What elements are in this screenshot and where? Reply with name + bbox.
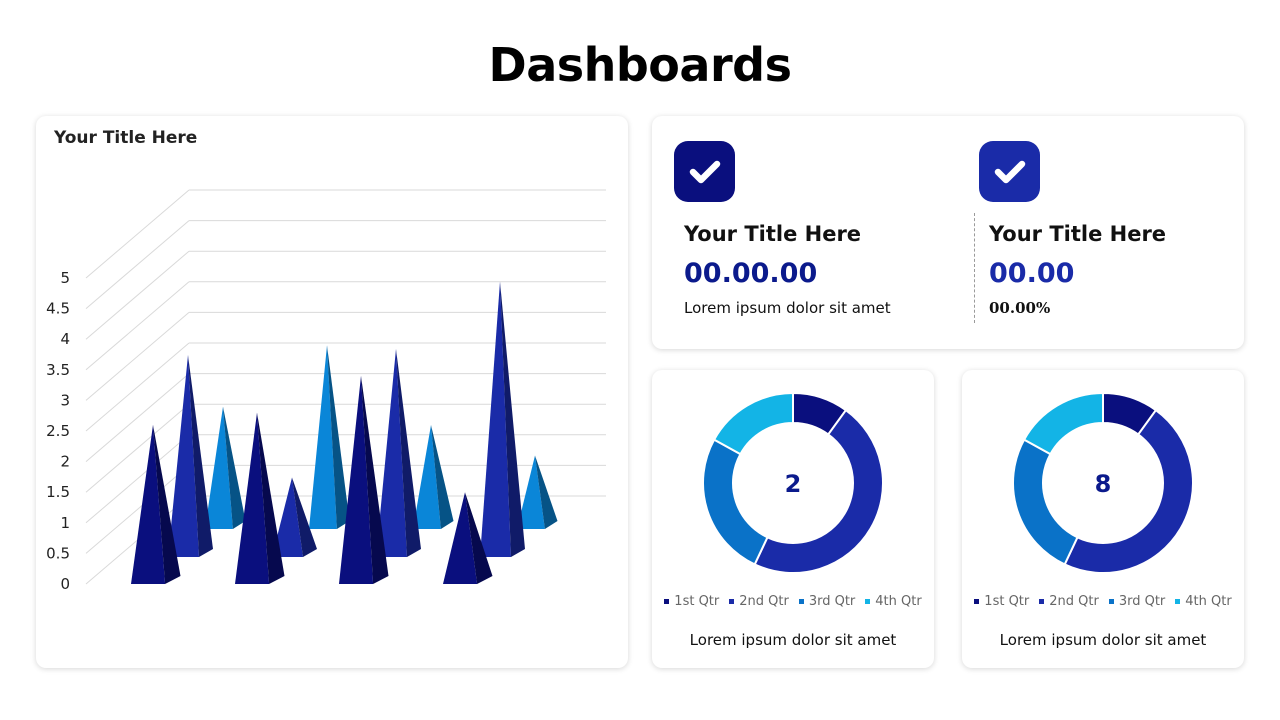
pyramid-bar: [272, 477, 317, 557]
donut-chart-right: [1012, 392, 1194, 574]
legend-swatch: [1039, 599, 1045, 604]
legend-label: 1st Qtr: [984, 594, 1030, 609]
donut-chart-left: [702, 392, 884, 574]
legend-label: 2nd Qtr: [1049, 594, 1099, 609]
donut-caption-left: Lorem ipsum dolor sit amet: [689, 631, 897, 649]
legend-label: 3rd Qtr: [808, 594, 856, 609]
pyramid-bar: [205, 406, 246, 529]
legend-swatch: [1108, 599, 1114, 604]
donut-slice: [1022, 392, 1104, 456]
kpi-right-subtitle: 00.00%: [989, 299, 1051, 317]
pyramid-chart-card: 0 0.5 1 1.5 2 2.5 3 3.5 4 4.5 5 Your Title Here: [36, 116, 628, 668]
pyramid-bar: [480, 281, 525, 557]
y-tick-label: 1: [60, 514, 70, 532]
donut-slice: [1012, 438, 1079, 566]
check-icon: [979, 141, 1040, 202]
donut-legend-left: 1st Qtr 2nd Qtr 3rd Qtr 4th Qtr: [652, 594, 934, 609]
donut-slice: [753, 408, 884, 574]
kpi-divider: [974, 213, 975, 323]
y-tick-label: 3: [60, 391, 70, 409]
kpi-left-value: 00.00.00: [684, 258, 818, 289]
pyramid-bar: [131, 424, 181, 584]
legend-label: 4th Qtr: [875, 594, 922, 609]
y-tick-label: 0: [60, 575, 70, 593]
legend-swatch: [798, 599, 804, 604]
y-tick-label: 2: [60, 453, 70, 471]
y-tick-label: 4: [60, 330, 70, 348]
kpi-right-value: 00.00: [989, 258, 1075, 289]
legend-item: 2nd Qtr: [729, 594, 789, 609]
legend-label: 2nd Qtr: [739, 594, 789, 609]
pyramid-bar: [443, 492, 493, 584]
donut-slice: [712, 392, 794, 456]
page-title: Dashboards: [488, 38, 792, 92]
pyramid-bar: [413, 424, 454, 529]
donut-slice: [702, 438, 769, 566]
kpi-left: Your Title Here 00.00.00 Lorem ipsum dol…: [674, 116, 944, 349]
kpi-right: Your Title Here 00.00 00.00%: [979, 116, 1249, 349]
check-icon: [674, 141, 735, 202]
legend-swatch: [974, 599, 980, 604]
y-tick-label: 5: [60, 269, 70, 287]
legend-item: 2nd Qtr: [1039, 594, 1099, 609]
donut-legend-right: 1st Qtr 2nd Qtr 3rd Qtr 4th Qtr: [962, 594, 1244, 609]
legend-item: 4th Qtr: [865, 594, 922, 609]
legend-label: 3rd Qtr: [1118, 594, 1166, 609]
pyramid-bar: [339, 375, 389, 584]
chart-title: Your Title Here: [54, 128, 198, 148]
pyramid-chart: 0 0.5 1 1.5 2 2.5 3 3.5 4 4.5 5: [46, 189, 606, 593]
kpi-card: Your Title Here 00.00.00 Lorem ipsum dol…: [652, 116, 1244, 349]
legend-label: 1st Qtr: [674, 594, 720, 609]
legend-item: 3rd Qtr: [1108, 594, 1166, 609]
pyramid-bar: [309, 345, 350, 529]
donut-card-left: 2 1st Qtr 2nd Qtr 3rd Qtr 4th Qtr Lorem ips…: [652, 370, 934, 668]
pyramid-bar: [517, 455, 558, 529]
legend-swatch: [865, 599, 871, 604]
pyramid-bar: [168, 355, 213, 557]
y-tick-label: 2.5: [46, 422, 70, 440]
legend-item: 3rd Qtr: [798, 594, 856, 609]
legend-label: 4th Qtr: [1185, 594, 1232, 609]
donut-center-value: 8: [1094, 470, 1112, 498]
legend-swatch: [729, 599, 735, 604]
legend-item: 1st Qtr: [664, 594, 719, 609]
pyramid-bar: [376, 348, 421, 557]
legend-item: 1st Qtr: [974, 594, 1029, 609]
pyramid-bar: [235, 412, 285, 584]
kpi-left-subtitle: Lorem ipsum dolor sit amet: [684, 299, 891, 317]
donut-slice: [1063, 408, 1194, 574]
donut-card-right: 8 1st Qtr 2nd Qtr 3rd Qtr 4th Qtr Lorem ips…: [962, 370, 1244, 668]
legend-swatch: [1175, 599, 1181, 604]
donut-caption-right: Lorem ipsum dolor sit amet: [999, 631, 1207, 649]
legend-swatch: [664, 599, 670, 604]
legend-item: 4th Qtr: [1175, 594, 1232, 609]
y-tick-label: 3.5: [46, 361, 70, 379]
kpi-right-title: Your Title Here: [989, 222, 1167, 246]
y-tick-label: 0.5: [46, 544, 70, 562]
y-tick-label: 4.5: [46, 300, 70, 318]
donut-center-value: 2: [784, 470, 802, 498]
y-tick-label: 1.5: [46, 483, 70, 501]
kpi-left-title: Your Title Here: [684, 222, 862, 246]
